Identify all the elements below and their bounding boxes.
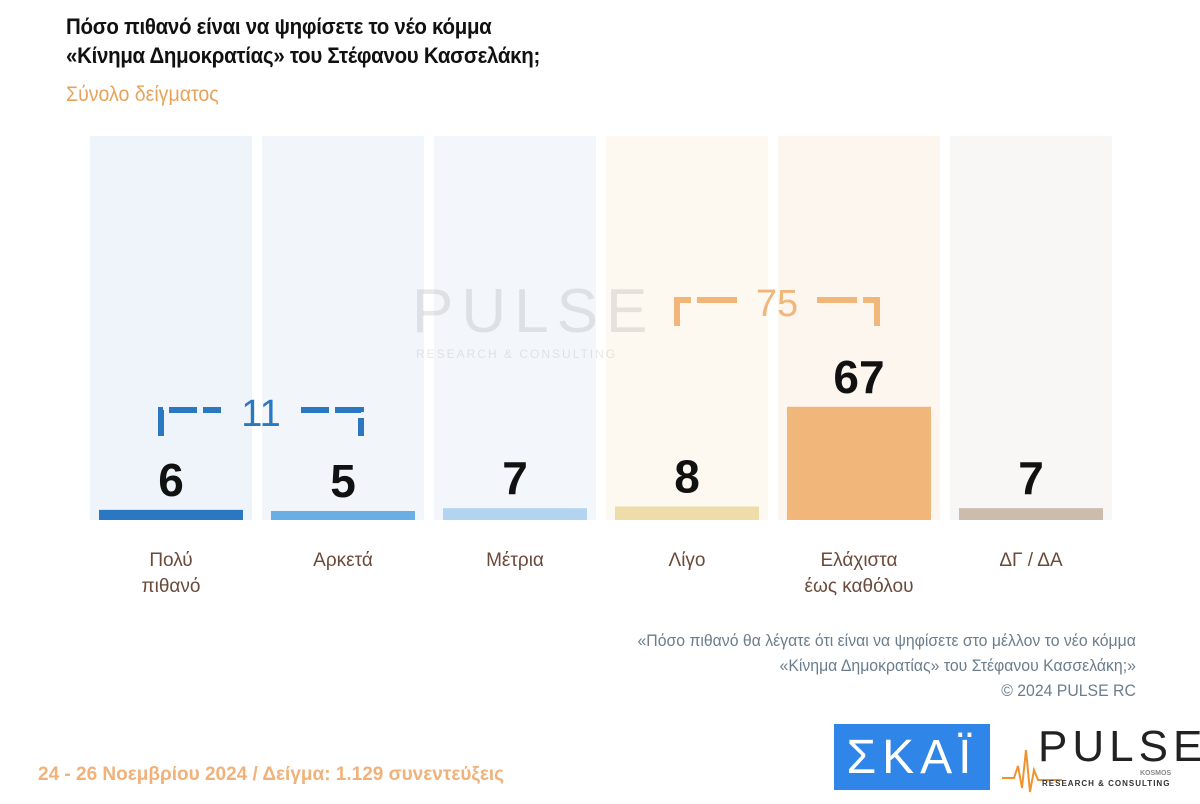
pulse-watermark: PULSE RESEARCH & CONSULTING xyxy=(360,276,655,361)
group-total-label-1: 75 xyxy=(756,283,798,325)
value-label-1: 5 xyxy=(330,455,356,507)
chart-subtitle: Σύνολο δείγματος xyxy=(66,83,219,106)
title-line-2: «Κίνημα Δημοκρατίας» του Στέφανου Κασσελ… xyxy=(66,43,541,68)
note-line-1: «Πόσο πιθανό θα λέγατε ότι είναι να ψηφί… xyxy=(637,631,1136,650)
value-label-2: 7 xyxy=(502,452,528,504)
category-label-0: πιθανό xyxy=(142,576,201,597)
category-label-2: Μέτρια xyxy=(486,550,544,571)
pulse-wave-icon xyxy=(1002,749,1062,793)
chart-title: Πόσο πιθανό είναι να ψηφίσετε το νέο κόμ… xyxy=(66,12,540,70)
survey-footer: 24 - 26 Νοεμβρίου 2024 / Δείγμα: 1.129 σ… xyxy=(38,764,505,785)
value-label-4: 67 xyxy=(833,351,884,403)
column-background xyxy=(950,136,1112,520)
pulse-sub: RESEARCH & CONSULTING xyxy=(1042,779,1171,788)
note-line-2: «Κίνημα Δημοκρατίας» του Στέφανου Κασσελ… xyxy=(779,656,1136,675)
column-background xyxy=(90,136,252,520)
pulse-word: PULSE xyxy=(1038,722,1200,771)
value-label-3: 8 xyxy=(674,450,700,502)
bar-4 xyxy=(787,406,931,520)
value-label-0: 6 xyxy=(158,454,184,506)
bar-3 xyxy=(615,506,759,520)
column-background xyxy=(262,136,424,520)
bar-0 xyxy=(99,509,243,520)
group-total-label-0: 11 xyxy=(241,393,280,435)
pulse-logo: PULSE KOSMOS RESEARCH & CONSULTING xyxy=(1002,722,1200,794)
bar-chart: 6 Πολύ πιθανό 5 Αρκετά 7 Μέτρια 8 Λίγο 67 Ελάχιστα… xyxy=(90,136,1112,597)
watermark-sub: RESEARCH & CONSULTING xyxy=(416,347,618,361)
category-label-1: Αρκετά xyxy=(313,550,373,571)
value-label-5: 7 xyxy=(1018,452,1044,504)
column-background xyxy=(606,136,768,520)
watermark-word: PULSE xyxy=(412,277,656,346)
skai-logo: ΣΚΑΪ xyxy=(834,724,990,790)
group-bracket-0 xyxy=(158,407,364,436)
group-bracket-1 xyxy=(674,297,880,326)
question-note: «Πόσο πιθανό θα λέγατε ότι είναι να ψηφί… xyxy=(638,628,1136,703)
title-line-1: Πόσο πιθανό είναι να ψηφίσετε το νέο κόμ… xyxy=(66,14,492,39)
category-label-4: Ελάχιστα xyxy=(820,550,897,571)
column-background xyxy=(434,136,596,520)
category-label-0: Πολύ xyxy=(149,550,192,571)
copyright: © 2024 PULSE RC xyxy=(1001,681,1136,700)
bar-5 xyxy=(959,508,1103,520)
category-label-4: έως καθόλου xyxy=(805,576,914,597)
category-label-3: Λίγο xyxy=(669,550,706,571)
bar-1 xyxy=(271,511,415,520)
category-label-5: ΔΓ / ΔΑ xyxy=(999,550,1063,571)
pulse-kosmos: KOSMOS xyxy=(1140,770,1172,777)
bar-2 xyxy=(443,508,587,520)
